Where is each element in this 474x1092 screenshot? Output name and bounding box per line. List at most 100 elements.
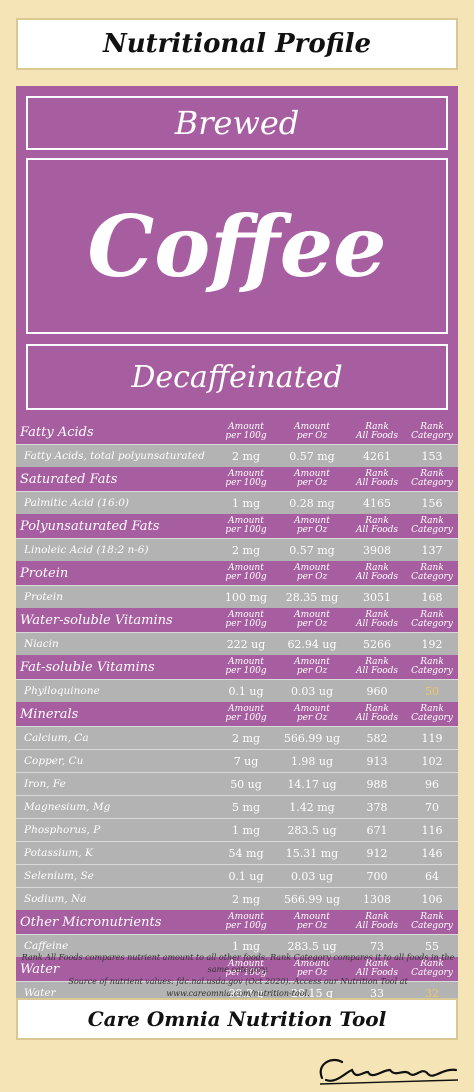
column-header-line: per Oz <box>296 572 328 582</box>
rank-all-foods: 912 <box>348 841 406 865</box>
column-header-rank-cat: Rank Category <box>406 608 458 633</box>
rank-all-foods: 73 <box>348 934 406 957</box>
column-header-line: Rank <box>420 516 444 526</box>
column-header-line: Rank <box>420 469 444 479</box>
amount-per-100g: 2 mg <box>216 538 276 561</box>
table-row: Magnesium, Mg 5 mg 1.42 mg 378 70 <box>16 795 458 819</box>
amount-per-oz: 0.28 mg <box>276 491 348 514</box>
nutrient-name: Calcium, Ca <box>16 726 216 750</box>
rank-all-foods: 1308 <box>348 887 406 910</box>
amount-per-oz: 14.17 ug <box>276 772 348 796</box>
column-header-line: All Foods <box>355 478 399 488</box>
amount-per-100g: 0.1 ug <box>216 679 276 702</box>
amount-per-100g: 5 mg <box>216 795 276 819</box>
amount-per-100g: 1 mg <box>216 934 276 957</box>
section-title: Water-soluble Vitamins <box>16 608 216 633</box>
column-header-amt100: Amount per 100g <box>216 514 276 539</box>
nutrient-name: Palmitic Acid (16:0) <box>16 491 216 514</box>
amount-per-oz: 0.57 mg <box>276 444 348 467</box>
column-header-amt100: Amount per 100g <box>216 608 276 633</box>
column-header-line: per Oz <box>296 666 328 676</box>
column-header-line: per Oz <box>296 921 328 931</box>
column-header-line: Amount <box>228 610 264 620</box>
amount-per-100g: 222 ug <box>216 632 276 655</box>
nutrient-name: Iron, Fe <box>16 772 216 796</box>
column-header-rank-cat: Rank Category <box>406 655 458 680</box>
column-header-line: per 100g <box>225 478 267 488</box>
column-header-line: Category <box>411 921 453 931</box>
section-title: Other Micronutrients <box>16 910 216 935</box>
column-header-line: All Foods <box>355 666 399 676</box>
column-header-line: Amount <box>294 422 330 432</box>
column-header-line: All Foods <box>355 525 399 535</box>
rank-all-foods: 3051 <box>348 585 406 608</box>
column-header-rank-cat: Rank Category <box>406 702 458 727</box>
section-header: Minerals Amount per 100g Amount per Oz Rank Al… <box>16 702 458 727</box>
rank-all-foods: 913 <box>348 749 406 773</box>
column-header-line: per 100g <box>225 666 267 676</box>
column-header-line: Amount <box>228 469 264 479</box>
page-title: Nutritional Profile <box>16 18 458 70</box>
column-header-line: Rank <box>420 422 444 432</box>
column-header-line: Rank <box>420 912 444 922</box>
food-variant-banner: Decaffeinated <box>26 344 448 410</box>
nutrient-name: Potassium, K <box>16 841 216 865</box>
amount-per-oz: 1.42 mg <box>276 795 348 819</box>
footer-title: Care Omnia Nutrition Tool <box>16 998 458 1040</box>
nutrient-name: Phosphorus, P <box>16 818 216 842</box>
column-header-line: Category <box>411 619 453 629</box>
rank-all-foods: 378 <box>348 795 406 819</box>
column-header-line: Rank <box>420 563 444 573</box>
rank-all-foods: 4165 <box>348 491 406 514</box>
amount-per-100g: 2 mg <box>216 726 276 750</box>
column-header-line: Category <box>411 666 453 676</box>
section-header: Protein Amount per 100g Amount per Oz Rank All… <box>16 561 458 586</box>
rank-category: 55 <box>406 934 458 957</box>
rank-category: 156 <box>406 491 458 514</box>
rank-category: 119 <box>406 726 458 750</box>
column-header-rank-all: Rank All Foods <box>348 467 406 492</box>
section-title: Water <box>16 957 216 982</box>
table-row: Niacin 222 ug 62.94 ug 5266 192 <box>16 632 458 655</box>
column-header-amt100: Amount per 100g <box>216 910 276 935</box>
footnote-source: Source of nutrient values: fdc.nal.usda.… <box>68 977 408 998</box>
column-header-line: Rank <box>420 959 444 969</box>
column-header-line: Amount <box>228 704 264 714</box>
column-header-line: Amount <box>228 959 264 969</box>
rank-all-foods: 582 <box>348 726 406 750</box>
column-header-amtoz: Amount per Oz <box>276 702 348 727</box>
column-header-line: Amount <box>228 422 264 432</box>
amount-per-100g: 2 mg <box>216 887 276 910</box>
section-header: Saturated Fats Amount per 100g Amount per Oz… <box>16 467 458 492</box>
amount-per-oz: 28.35 mg <box>276 585 348 608</box>
section-header: Water Amount per 100g Amount per Oz Rank All F… <box>16 957 458 982</box>
amount-per-oz: 566.99 ug <box>276 887 348 910</box>
rank-category: 137 <box>406 538 458 561</box>
column-header-line: Amount <box>228 563 264 573</box>
column-header-line: per 100g <box>225 713 267 723</box>
section-title: Minerals <box>16 702 216 727</box>
column-header-line: Category <box>411 478 453 488</box>
nutrient-name: Linoleic Acid (18:2 n-6) <box>16 538 216 561</box>
column-header-line: per 100g <box>225 525 267 535</box>
rank-category: 192 <box>406 632 458 655</box>
column-header-line: Rank <box>365 704 389 714</box>
column-header-amt100: Amount per 100g <box>216 467 276 492</box>
column-header-line: per Oz <box>296 478 328 488</box>
column-header-line: Rank <box>365 657 389 667</box>
nutrient-name: Magnesium, Mg <box>16 795 216 819</box>
column-header-rank-all: Rank All Foods <box>348 702 406 727</box>
column-header-amtoz: Amount per Oz <box>276 561 348 586</box>
column-header-amt100: Amount per 100g <box>216 655 276 680</box>
column-header-rank-cat: Rank Category <box>406 420 458 445</box>
nutrient-name: Phylloquinone <box>16 679 216 702</box>
rank-all-foods: 5266 <box>348 632 406 655</box>
table-row: Phylloquinone 0.1 ug 0.03 ug 960 50 <box>16 679 458 702</box>
column-header-line: Amount <box>228 657 264 667</box>
column-header-line: per Oz <box>296 968 328 978</box>
amount-per-100g: 0.1 ug <box>216 864 276 888</box>
column-header-line: Rank <box>365 469 389 479</box>
table-row: Sodium, Na 2 mg 566.99 ug 1308 106 <box>16 887 458 910</box>
amount-per-100g: 1 mg <box>216 491 276 514</box>
